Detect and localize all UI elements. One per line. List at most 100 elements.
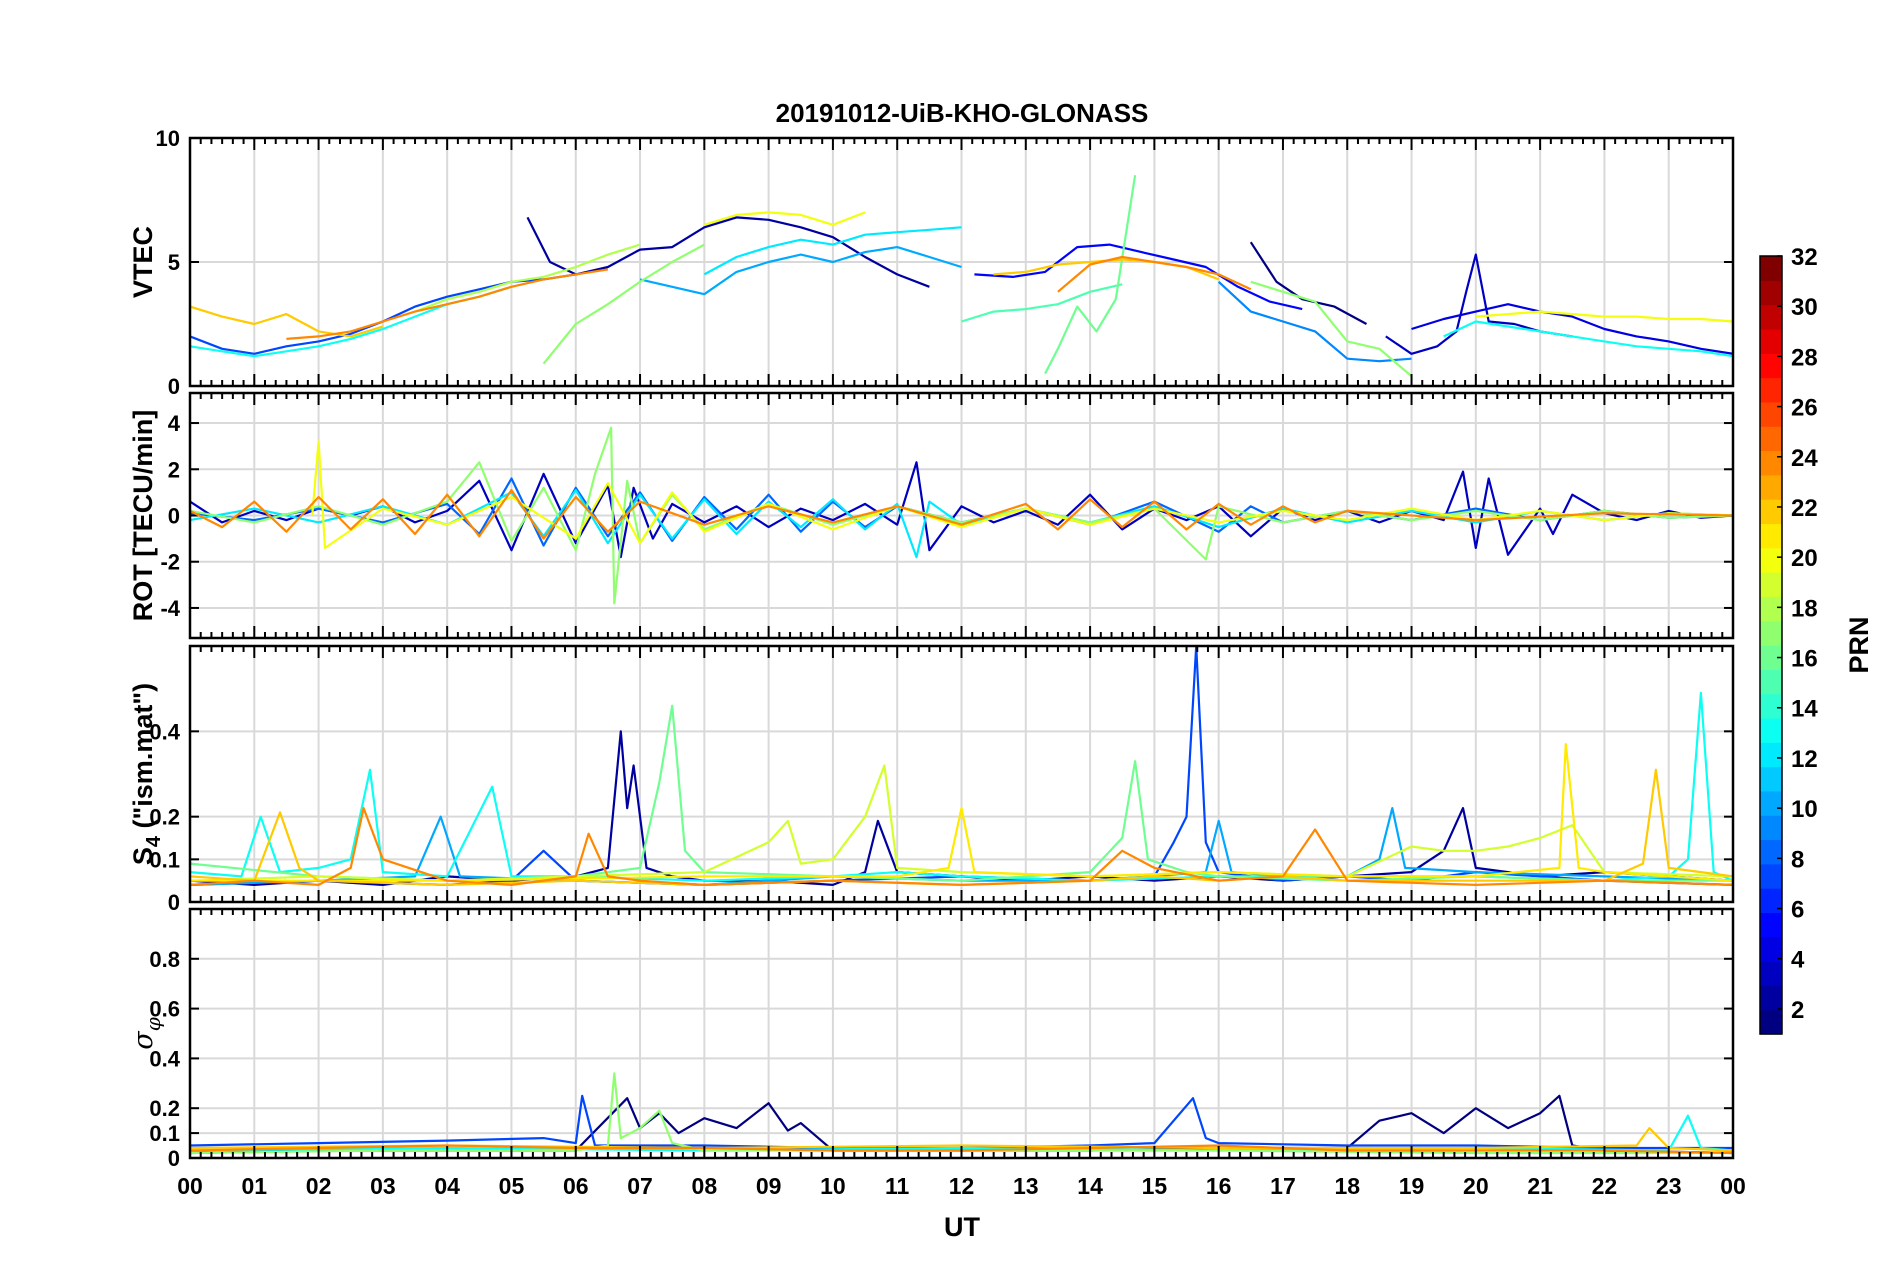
colorbar-tick-label: 32 bbox=[1791, 244, 1818, 271]
series-line-prn-15 bbox=[961, 283, 1123, 323]
colorbar-tick-label: 24 bbox=[1791, 445, 1818, 472]
series-line-prn-3 bbox=[1385, 253, 1573, 355]
colorbar-bin bbox=[1760, 693, 1782, 719]
colorbar-tick-label: 14 bbox=[1791, 696, 1818, 723]
series-group bbox=[190, 175, 1733, 377]
y-tick-label: -4 bbox=[160, 596, 180, 621]
y-tick-label: 0.4 bbox=[149, 1046, 180, 1071]
x-tick-label: 21 bbox=[1527, 1173, 1553, 1199]
colorbar-bin bbox=[1760, 620, 1782, 646]
series-line-prn-20 bbox=[311, 440, 1733, 550]
x-tick-label: 16 bbox=[1206, 1173, 1232, 1199]
y-tick-label: -2 bbox=[160, 550, 180, 575]
series-line-prn-3 bbox=[190, 461, 1733, 559]
series-line-prn-13 bbox=[1443, 320, 1733, 358]
y-axis-label: VTEC bbox=[128, 226, 158, 298]
colorbar-bin bbox=[1760, 790, 1782, 816]
series-line-prn-1 bbox=[1249, 241, 1368, 325]
colorbar-tick-label: 26 bbox=[1791, 395, 1818, 422]
panel-1: 0 5 10 VTEC bbox=[128, 126, 1735, 399]
x-tick-label: 10 bbox=[820, 1173, 846, 1199]
colorbar-bin bbox=[1760, 766, 1782, 792]
colorbar-bin bbox=[1760, 474, 1782, 500]
x-tick-label: 17 bbox=[1270, 1173, 1296, 1199]
y-tick-label: 0 bbox=[168, 1146, 180, 1171]
colorbar-tick-label: 6 bbox=[1791, 897, 1804, 924]
series-line-prn-16 bbox=[190, 704, 1733, 882]
colorbar-bin bbox=[1760, 669, 1782, 695]
colorbar-tick-label: 10 bbox=[1791, 796, 1818, 823]
series-line-prn-24 bbox=[190, 806, 1733, 887]
series-line-prn-9 bbox=[1217, 280, 1412, 363]
colorbar-tick-label: 2 bbox=[1791, 997, 1804, 1024]
colorbar-bin bbox=[1760, 863, 1782, 889]
panel-frame bbox=[188, 136, 1735, 388]
colorbar-bin bbox=[1760, 328, 1782, 354]
panel-frame bbox=[188, 907, 1735, 1160]
x-axis-label: UT bbox=[944, 1212, 980, 1242]
y-tick-label: 0.2 bbox=[149, 1096, 180, 1121]
colorbar-bin bbox=[1760, 572, 1782, 597]
x-tick-label: 00 bbox=[177, 1173, 203, 1199]
y-tick-label: 0 bbox=[168, 504, 180, 529]
y-tick-label: 0.8 bbox=[149, 947, 180, 972]
series-line-prn-24 bbox=[190, 489, 1733, 540]
colorbar-bin bbox=[1760, 426, 1782, 452]
x-tick-label: 23 bbox=[1656, 1173, 1682, 1199]
y-tick-label: 0.1 bbox=[149, 847, 180, 872]
colorbar-tick-label: 16 bbox=[1791, 646, 1818, 673]
y-tick-label: 0.6 bbox=[149, 997, 180, 1022]
y-tick-label: 10 bbox=[156, 126, 180, 151]
series-line-prn-18 bbox=[414, 243, 641, 313]
x-tick-label: 20 bbox=[1463, 1173, 1489, 1199]
colorbar-bin bbox=[1760, 912, 1782, 938]
colorbar-bin bbox=[1760, 645, 1782, 670]
series-line-prn-12 bbox=[703, 226, 962, 276]
y-axis-label-sub: 4 bbox=[143, 835, 165, 847]
series-line-prn-20 bbox=[703, 211, 866, 226]
y-axis-label-main: σ bbox=[128, 1030, 159, 1050]
y-tick-label: 0.2 bbox=[149, 805, 180, 830]
series-line-prn-4 bbox=[1411, 303, 1733, 355]
colorbar-bin bbox=[1760, 596, 1782, 622]
chart-title: 20191012-UiB-KHO-GLONASS bbox=[776, 98, 1149, 128]
series-line-prn-13 bbox=[190, 285, 512, 358]
colorbar-bin bbox=[1760, 1009, 1782, 1035]
colorbar-bin bbox=[1760, 547, 1782, 573]
colorbar-bin bbox=[1760, 450, 1782, 476]
colorbar-bin bbox=[1760, 815, 1782, 841]
y-tick-label: 0 bbox=[168, 890, 180, 915]
colorbar-tick-label: 28 bbox=[1791, 344, 1818, 371]
x-tick-label: 09 bbox=[756, 1173, 782, 1199]
x-tick-label: 02 bbox=[306, 1173, 332, 1199]
colorbar-label: PRN bbox=[1844, 616, 1874, 673]
colorbar-bin bbox=[1760, 377, 1782, 403]
y-tick-label: 0.4 bbox=[149, 719, 180, 744]
colorbar-bin bbox=[1760, 961, 1782, 986]
colorbar-tick-label: 8 bbox=[1791, 846, 1804, 873]
x-tick-label: 11 bbox=[885, 1173, 910, 1199]
panel-frame bbox=[188, 391, 1735, 640]
y-axis-label: σφ bbox=[128, 1017, 165, 1049]
panel-2: -4 -2 0 2 4 ROT [TECU/min] bbox=[128, 391, 1735, 640]
panel-frame bbox=[188, 644, 1735, 904]
x-tick-label: 14 bbox=[1077, 1173, 1103, 1199]
panel-3: 00.10.20.4S4 ("ism.mat") bbox=[128, 644, 1735, 915]
series-group bbox=[190, 426, 1733, 605]
x-tick-label: 12 bbox=[949, 1173, 975, 1199]
colorbar-bin bbox=[1760, 499, 1782, 525]
series-group bbox=[190, 646, 1733, 887]
colorbar-tick-label: 20 bbox=[1791, 545, 1818, 572]
series-line-prn-17 bbox=[190, 1072, 1733, 1155]
colorbar-bin bbox=[1760, 936, 1782, 962]
colorbar-tick-label: 18 bbox=[1791, 595, 1818, 622]
panel-4: 00.10.2 0.4 0.6 0.8 σφ bbox=[128, 907, 1735, 1171]
y-tick-label: 2 bbox=[168, 457, 180, 482]
x-tick-label: 19 bbox=[1399, 1173, 1425, 1199]
x-axis: 00 01 02 03 04 05 06 07 08 09 10 11 12 13 14 15 16 17 18 19… bbox=[177, 1173, 1746, 1199]
series-line-prn-10 bbox=[639, 246, 962, 296]
colorbar-bin bbox=[1760, 401, 1782, 427]
x-tick-label: 00 bbox=[1720, 1173, 1746, 1199]
series-line-prn-24 bbox=[286, 268, 609, 340]
